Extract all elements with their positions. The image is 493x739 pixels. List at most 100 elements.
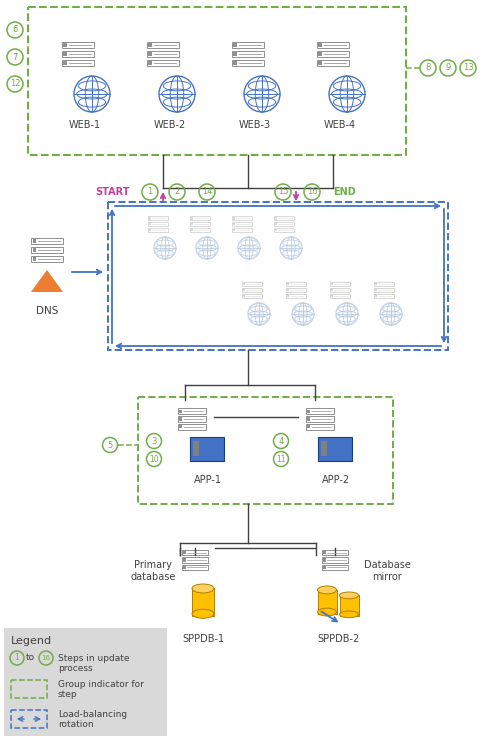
Bar <box>322 557 348 562</box>
Text: Database
mirror: Database mirror <box>363 560 411 582</box>
Bar <box>322 565 348 571</box>
Bar <box>331 295 333 297</box>
Bar <box>149 217 151 219</box>
Bar <box>147 60 179 67</box>
Bar <box>190 437 224 461</box>
Bar <box>375 295 377 297</box>
Bar <box>323 551 326 554</box>
Text: 15: 15 <box>278 188 288 197</box>
Bar <box>233 43 237 47</box>
Bar <box>307 409 310 413</box>
Text: WEB-1: WEB-1 <box>69 120 101 130</box>
Bar <box>179 425 182 429</box>
Text: 14: 14 <box>202 188 212 197</box>
Text: Group indicator for
step: Group indicator for step <box>58 680 144 699</box>
Bar <box>233 222 235 225</box>
Text: 4: 4 <box>279 437 283 446</box>
Bar <box>321 441 327 456</box>
Bar <box>183 559 186 562</box>
Bar <box>179 409 182 413</box>
Bar <box>190 217 210 220</box>
Bar <box>148 43 152 47</box>
Bar <box>331 283 333 285</box>
Bar <box>331 289 333 291</box>
Bar <box>330 293 350 298</box>
Bar <box>232 41 264 48</box>
Bar <box>193 441 199 456</box>
Bar <box>233 52 237 56</box>
Bar <box>323 559 326 562</box>
Bar <box>32 256 63 262</box>
Text: 7: 7 <box>12 52 18 61</box>
Bar <box>108 202 448 350</box>
Bar <box>242 288 262 292</box>
Bar <box>242 282 262 287</box>
Bar <box>286 288 306 292</box>
Bar <box>322 550 348 555</box>
Bar <box>243 289 245 291</box>
Ellipse shape <box>340 592 358 599</box>
Text: 8: 8 <box>425 64 431 72</box>
Bar <box>232 222 252 226</box>
Bar <box>28 7 406 155</box>
Bar <box>243 283 245 285</box>
Text: SPPDB-2: SPPDB-2 <box>318 634 360 644</box>
Bar <box>182 557 208 562</box>
Bar <box>243 295 245 297</box>
Ellipse shape <box>317 586 337 594</box>
Bar <box>317 41 349 48</box>
Bar <box>178 424 206 429</box>
Text: 1: 1 <box>15 653 19 662</box>
Bar <box>62 60 94 67</box>
Bar <box>147 41 179 48</box>
Bar <box>307 418 310 420</box>
Bar <box>242 293 262 298</box>
Bar <box>330 288 350 292</box>
Bar <box>32 247 63 253</box>
Bar <box>33 257 36 261</box>
Bar <box>286 293 306 298</box>
Bar <box>191 228 193 231</box>
Bar <box>148 228 168 232</box>
Bar <box>62 41 94 48</box>
Text: 16: 16 <box>307 188 317 197</box>
Bar <box>147 51 179 58</box>
Bar <box>317 590 337 614</box>
Bar <box>33 248 36 252</box>
Text: 2: 2 <box>175 188 179 197</box>
Text: 11: 11 <box>276 454 286 463</box>
Bar <box>287 295 289 297</box>
Bar <box>232 60 264 67</box>
Bar <box>286 282 306 287</box>
Text: APP-2: APP-2 <box>322 475 350 485</box>
Bar <box>232 51 264 58</box>
Bar <box>191 217 193 219</box>
Bar <box>318 437 352 461</box>
Text: START: START <box>96 187 130 197</box>
Bar <box>306 409 334 414</box>
Bar <box>192 588 214 616</box>
Bar <box>306 416 334 422</box>
Bar <box>330 282 350 287</box>
Bar <box>307 425 310 429</box>
Text: SPPDB-1: SPPDB-1 <box>182 634 224 644</box>
Bar <box>11 680 47 698</box>
Bar <box>232 217 252 220</box>
Text: APP-1: APP-1 <box>194 475 222 485</box>
Bar <box>274 222 294 226</box>
Text: 16: 16 <box>41 655 50 661</box>
Text: 13: 13 <box>463 64 473 72</box>
Bar <box>374 288 394 292</box>
Bar <box>233 61 237 65</box>
Bar <box>148 222 168 226</box>
Text: DNS: DNS <box>36 306 58 316</box>
Bar <box>190 222 210 226</box>
Bar <box>183 551 186 554</box>
Bar <box>275 217 277 219</box>
Bar <box>63 61 67 65</box>
Bar <box>318 43 321 47</box>
Bar <box>62 51 94 58</box>
Bar <box>374 293 394 298</box>
Bar <box>375 289 377 291</box>
Bar <box>274 228 294 232</box>
